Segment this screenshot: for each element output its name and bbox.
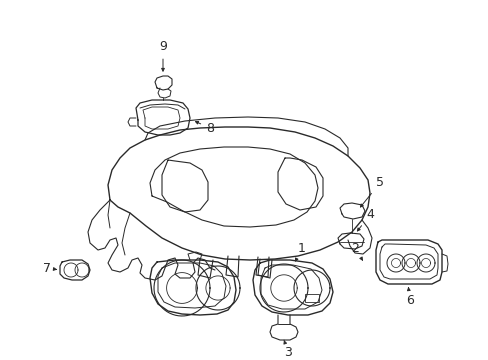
Text: 4: 4 [357, 208, 373, 231]
Text: 3: 3 [284, 340, 291, 359]
Text: 9: 9 [159, 40, 166, 71]
Text: 7: 7 [43, 261, 57, 274]
Text: 8: 8 [195, 121, 214, 135]
Text: 5: 5 [360, 176, 383, 207]
Text: 1: 1 [295, 242, 305, 261]
Text: 6: 6 [405, 288, 413, 306]
Text: 2: 2 [350, 242, 362, 260]
